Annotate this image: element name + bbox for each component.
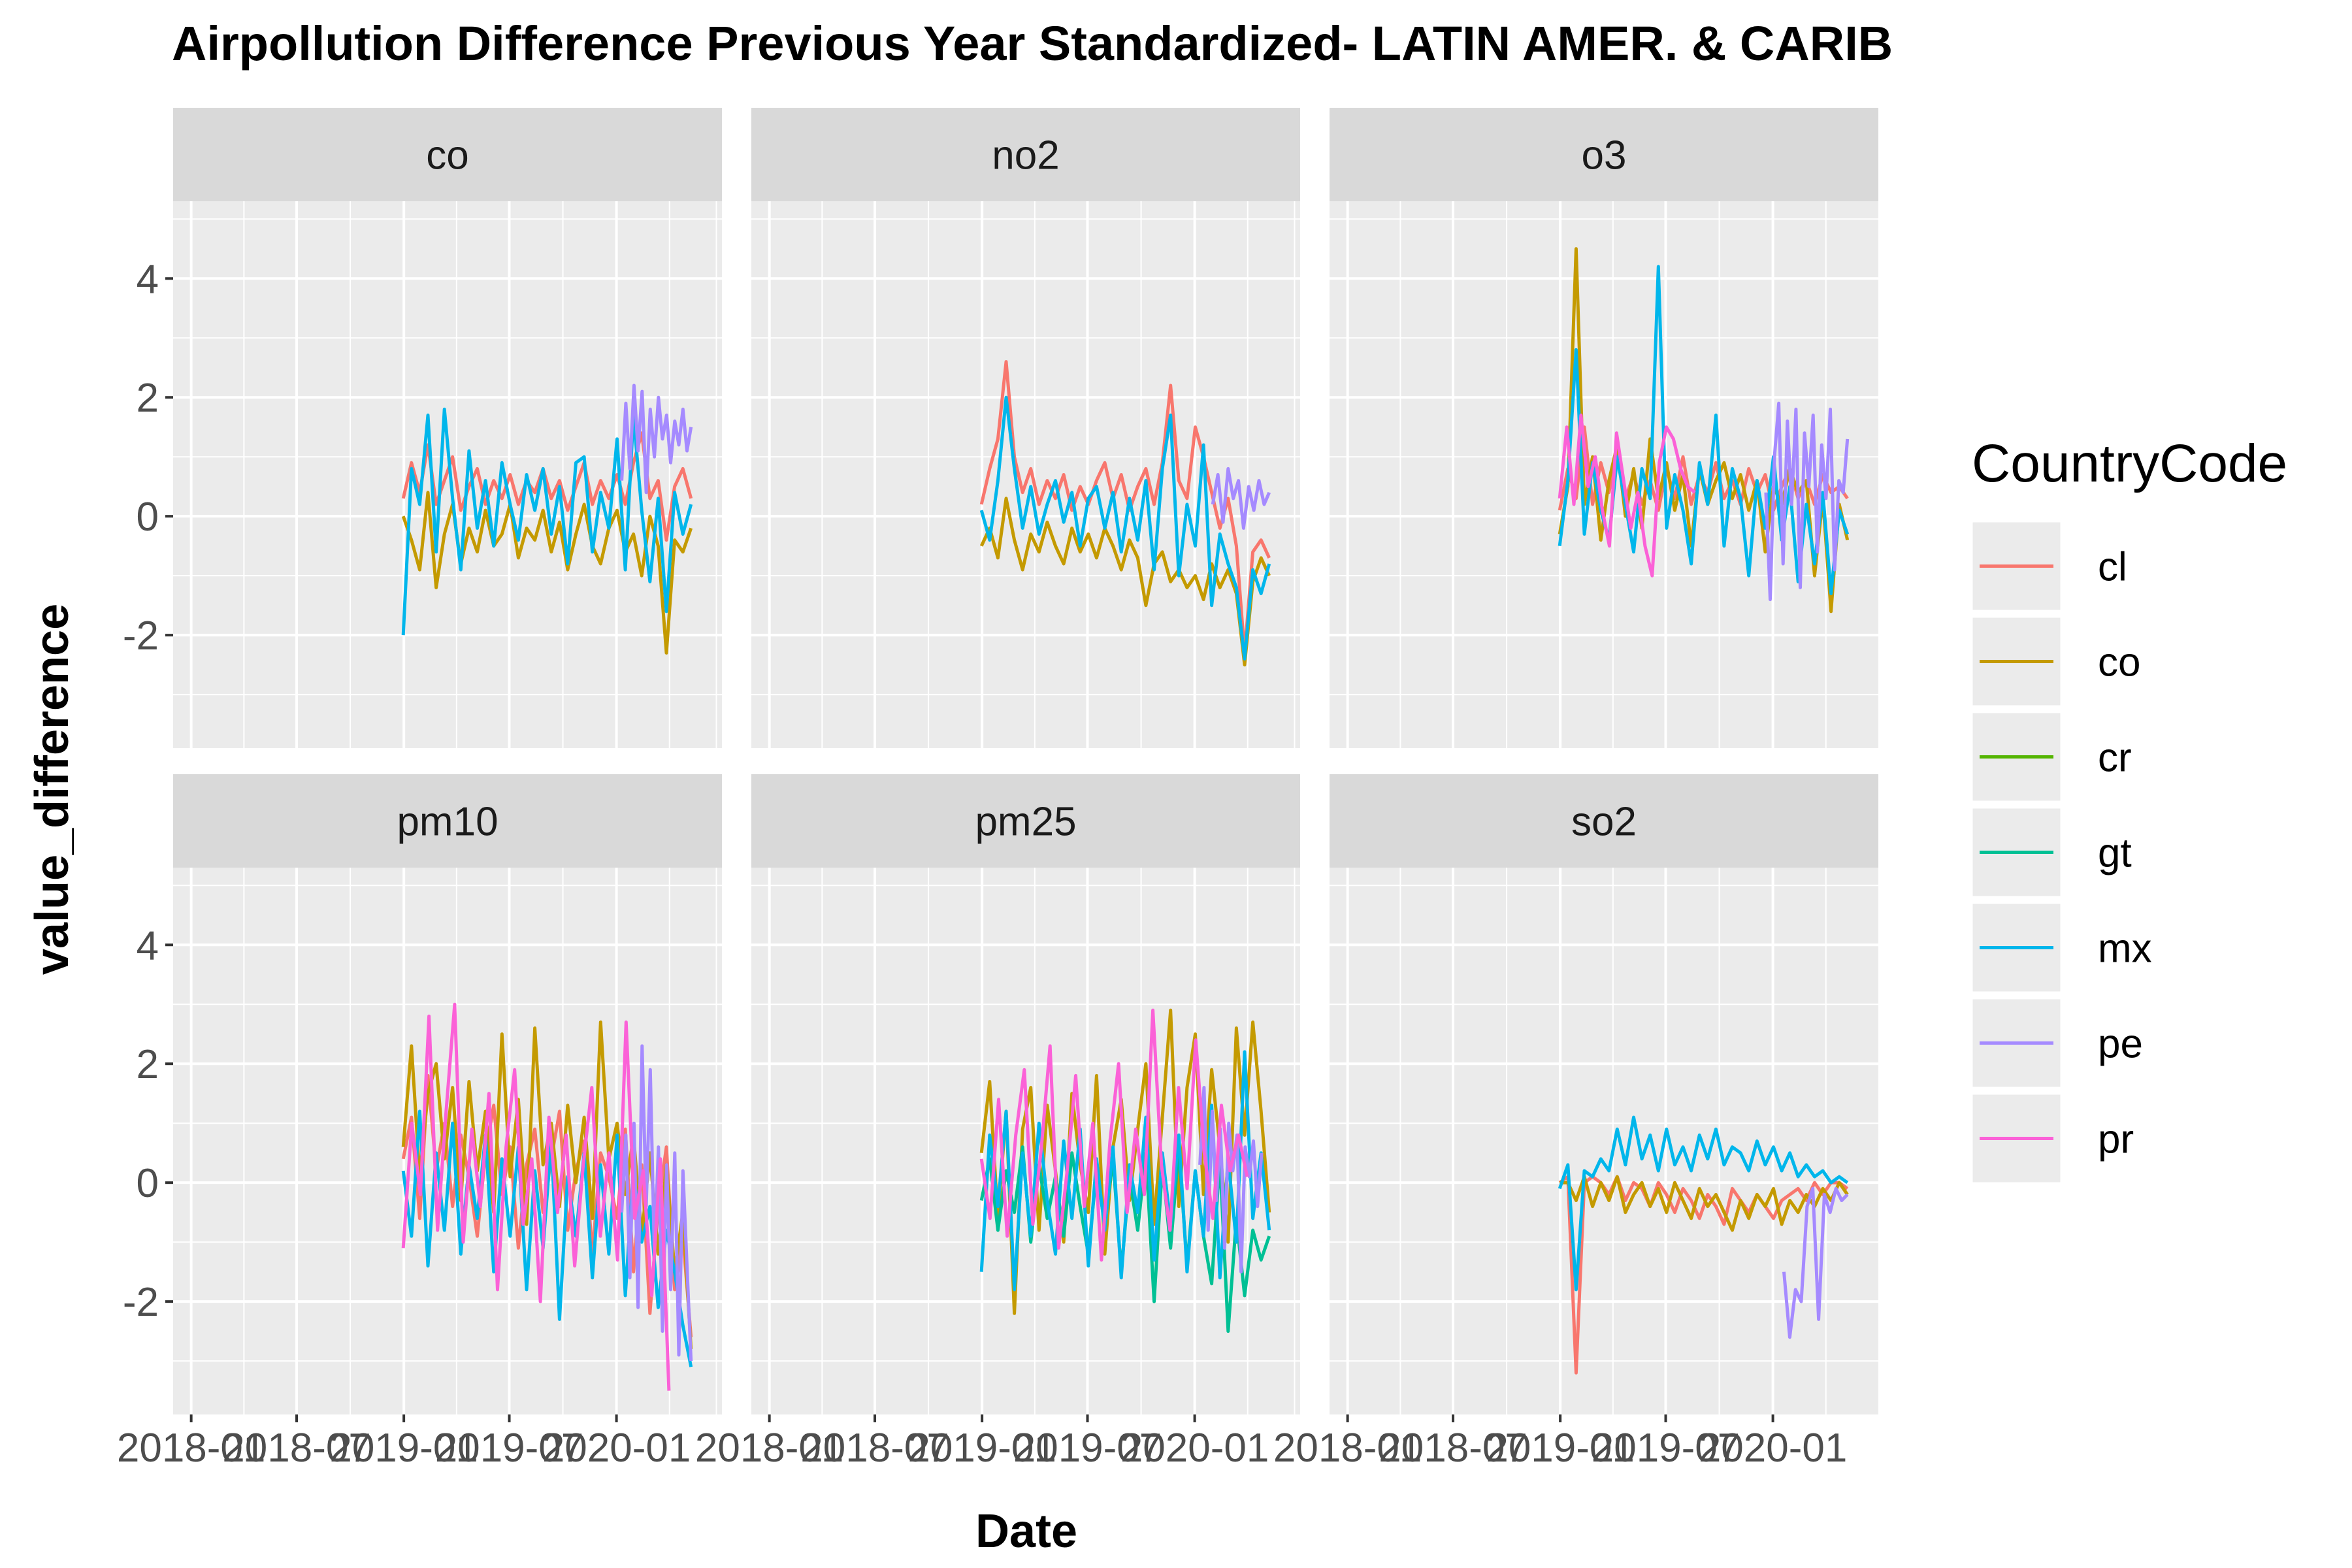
legend-item-pr: pr [1970, 1092, 2134, 1184]
x-tick-label: 2018-07 [800, 1426, 949, 1471]
x-tick-label: 2020-01 [1120, 1426, 1269, 1471]
x-tick-label: 2018-01 [1273, 1426, 1422, 1471]
x-tick-label: 2020-01 [542, 1426, 691, 1471]
y-tick-label: 4 [137, 923, 159, 968]
facet-strip [1330, 108, 1878, 201]
facet-strip [751, 108, 1300, 201]
facet-strip [1330, 774, 1878, 868]
legend-title: CountryCode [1972, 434, 2287, 493]
y-tick-label: 2 [137, 376, 159, 421]
legend-item-co: co [1970, 615, 2140, 708]
series-line-pr [401, 1002, 671, 1391]
x-tick-label: 2018-07 [222, 1426, 371, 1471]
x-tick-label: 2018-01 [117, 1426, 266, 1471]
series-line-mx [979, 395, 1271, 661]
series-lines [979, 1008, 1271, 1333]
legend: CountryCode cl co cr gt mx pe pr [1970, 434, 2287, 1184]
minor-gridlines [1294, 201, 1878, 748]
legend-item-cr: cr [1970, 711, 2132, 803]
legend-item-gt: gt [1970, 806, 2132, 898]
x-tick-label: 2019-07 [435, 1426, 584, 1471]
facet-panel-co: co -2 0 2 4 [123, 108, 722, 748]
series-line-co [1560, 1175, 1849, 1232]
series-line-pe [1211, 466, 1271, 530]
x-tick-label: 2019-07 [1013, 1426, 1162, 1471]
series-line-mx [979, 1050, 1271, 1292]
facet-panel-o3: o3 [1294, 108, 1878, 748]
legend-item-mx: mx [1970, 902, 2152, 994]
legend-label: gt [2098, 831, 2132, 876]
series-line-cl [1558, 1175, 1849, 1375]
legend-label: pe [2098, 1022, 2143, 1067]
y-axis-title: value_difference [26, 604, 78, 975]
series-line-pe [1782, 1186, 1849, 1339]
y-tick-label: 4 [137, 257, 159, 302]
x-axis-title: Date [975, 1505, 1077, 1558]
legend-label: mx [2098, 926, 2152, 972]
x-tick-label: 2018-01 [695, 1426, 844, 1471]
legend-item-pe: pe [1970, 997, 2143, 1089]
y-tick-label: 0 [137, 1161, 159, 1206]
x-tick-label: 2019-01 [907, 1426, 1056, 1471]
chart-title: Airpollution Difference Previous Year St… [172, 16, 1893, 71]
legend-label: co [2098, 640, 2140, 685]
legend-item-cl: cl [1970, 520, 2127, 612]
series-line-pr [1558, 414, 1696, 578]
facet-strip [751, 774, 1300, 868]
x-tick-label: 2019-01 [1486, 1426, 1635, 1471]
series-line-cl [979, 360, 1271, 655]
series-lines [1558, 247, 1850, 613]
series-lines [401, 384, 693, 655]
y-tick-label: -2 [123, 613, 159, 659]
y-tick-label: 0 [137, 495, 159, 540]
series-lines [979, 360, 1271, 667]
series-line-mx [1558, 1115, 1849, 1292]
facet-strip-label: co [426, 133, 468, 178]
facet-strip-label: o3 [1582, 133, 1627, 178]
facet-strip [173, 108, 722, 201]
major-gridlines [751, 868, 1300, 1414]
series-line-pe [620, 384, 693, 495]
x-tick-label: 2020-01 [1699, 1426, 1848, 1471]
series-line-mx [401, 407, 693, 636]
legend-label: cr [2098, 736, 2132, 781]
facet-panel-pm10: pm10 -2 0 2 4 2018-012018-072019-012019-07202… [117, 774, 722, 1471]
series-line-co [401, 491, 693, 655]
legend-label: pr [2098, 1117, 2134, 1162]
series-line-mx [401, 1109, 693, 1367]
facet-strip-label: no2 [992, 133, 1059, 178]
minor-gridlines [715, 201, 1300, 748]
facet-strip [173, 774, 722, 868]
legend-label: cl [2098, 545, 2127, 590]
x-tick-label: 2018-07 [1379, 1426, 1527, 1471]
facet-panel-no2: no2 [715, 108, 1300, 748]
series-line-pe [1764, 401, 1850, 602]
y-tick-label: 2 [137, 1042, 159, 1087]
series-line-pr [979, 1008, 1249, 1262]
plot-background [1330, 868, 1878, 1414]
series-line-pe [1198, 1086, 1264, 1274]
series-line-co [979, 497, 1271, 667]
facet-strip-label: pm10 [397, 800, 498, 845]
x-tick-label: 2019-07 [1592, 1426, 1740, 1471]
series-lines [1558, 1115, 1849, 1375]
x-tick-label: 2019-01 [329, 1426, 478, 1471]
series-lines [401, 1002, 693, 1391]
y-tick-label: -2 [123, 1280, 159, 1325]
facet-strip-label: so2 [1571, 800, 1637, 845]
facet-strip-label: pm25 [975, 800, 1076, 845]
